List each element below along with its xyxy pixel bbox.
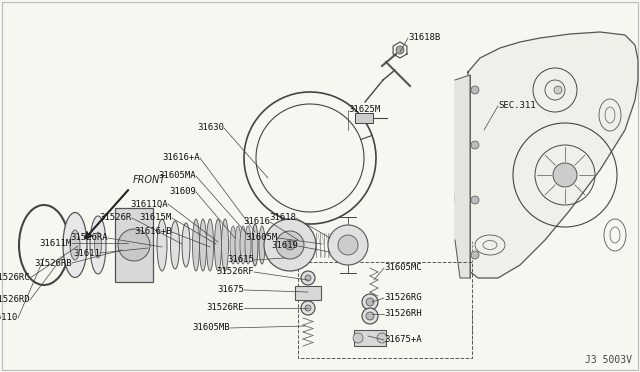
Text: 31526RC: 31526RC	[0, 273, 30, 282]
Circle shape	[305, 305, 311, 311]
Circle shape	[305, 275, 311, 281]
Circle shape	[471, 86, 479, 94]
Ellipse shape	[95, 232, 102, 258]
Ellipse shape	[63, 212, 87, 278]
Text: 31605MA: 31605MA	[158, 171, 196, 180]
Text: 31526RA: 31526RA	[70, 234, 108, 243]
Circle shape	[118, 229, 150, 261]
Text: 31605MC: 31605MC	[384, 263, 422, 273]
Circle shape	[553, 163, 577, 187]
Text: 31526RF: 31526RF	[216, 267, 254, 276]
Circle shape	[366, 298, 374, 306]
Ellipse shape	[221, 219, 228, 271]
Ellipse shape	[182, 223, 190, 267]
Ellipse shape	[214, 219, 221, 271]
Text: 31526RG: 31526RG	[384, 294, 422, 302]
Bar	[298, 262, 472, 358]
Ellipse shape	[193, 219, 200, 271]
Text: 31526RH: 31526RH	[384, 310, 422, 318]
Circle shape	[554, 86, 562, 94]
Text: 31625M: 31625M	[348, 106, 380, 115]
Text: 31619: 31619	[271, 241, 298, 250]
Ellipse shape	[230, 226, 236, 264]
Bar	[354, 330, 386, 346]
Text: 31615: 31615	[227, 256, 254, 264]
Circle shape	[301, 271, 315, 285]
Text: 31618: 31618	[269, 214, 296, 222]
Circle shape	[353, 333, 363, 343]
Text: 31630: 31630	[197, 124, 224, 132]
Ellipse shape	[200, 219, 207, 271]
Circle shape	[471, 196, 479, 204]
Text: SEC.311: SEC.311	[498, 102, 536, 110]
Text: 31675: 31675	[217, 285, 244, 295]
Bar	[355, 113, 373, 123]
Circle shape	[285, 240, 295, 250]
Text: 31611: 31611	[73, 248, 100, 257]
Circle shape	[328, 225, 368, 265]
Circle shape	[366, 312, 374, 320]
Text: 31526RB: 31526RB	[35, 259, 72, 267]
Ellipse shape	[259, 226, 265, 264]
Circle shape	[338, 235, 358, 255]
Ellipse shape	[90, 216, 106, 274]
Text: 31616: 31616	[243, 218, 270, 227]
Text: 31605M: 31605M	[246, 234, 278, 243]
Circle shape	[471, 251, 479, 259]
Text: 31611M: 31611M	[40, 238, 72, 247]
Bar	[295, 286, 321, 300]
Text: 31526RE: 31526RE	[206, 304, 244, 312]
Text: FRONT: FRONT	[133, 175, 166, 185]
Circle shape	[276, 231, 304, 259]
Text: 31675+A: 31675+A	[384, 336, 422, 344]
Ellipse shape	[245, 226, 251, 264]
Text: 31618B: 31618B	[408, 33, 440, 42]
Polygon shape	[455, 75, 470, 278]
Text: 31609: 31609	[169, 187, 196, 196]
Circle shape	[301, 301, 315, 315]
Ellipse shape	[240, 226, 246, 264]
Text: J3 5003V: J3 5003V	[585, 355, 632, 365]
Ellipse shape	[157, 219, 167, 271]
Text: 31611QA: 31611QA	[131, 199, 168, 208]
Text: 31605MB: 31605MB	[193, 324, 230, 333]
Bar	[115, 208, 153, 282]
Ellipse shape	[207, 219, 214, 271]
Polygon shape	[455, 32, 638, 278]
Circle shape	[264, 219, 316, 271]
Ellipse shape	[235, 226, 241, 264]
Circle shape	[377, 333, 387, 343]
Circle shape	[362, 308, 378, 324]
Circle shape	[362, 294, 378, 310]
Text: 31526R: 31526R	[100, 214, 132, 222]
Circle shape	[396, 46, 404, 54]
Ellipse shape	[70, 230, 80, 260]
Text: 31526RD: 31526RD	[0, 295, 30, 305]
Ellipse shape	[170, 221, 179, 269]
Text: 31616+A: 31616+A	[163, 154, 200, 163]
Ellipse shape	[252, 224, 258, 266]
Circle shape	[471, 141, 479, 149]
Text: 316110: 316110	[0, 314, 18, 323]
Text: 31615M: 31615M	[140, 214, 172, 222]
Text: 31616+B: 31616+B	[134, 228, 172, 237]
